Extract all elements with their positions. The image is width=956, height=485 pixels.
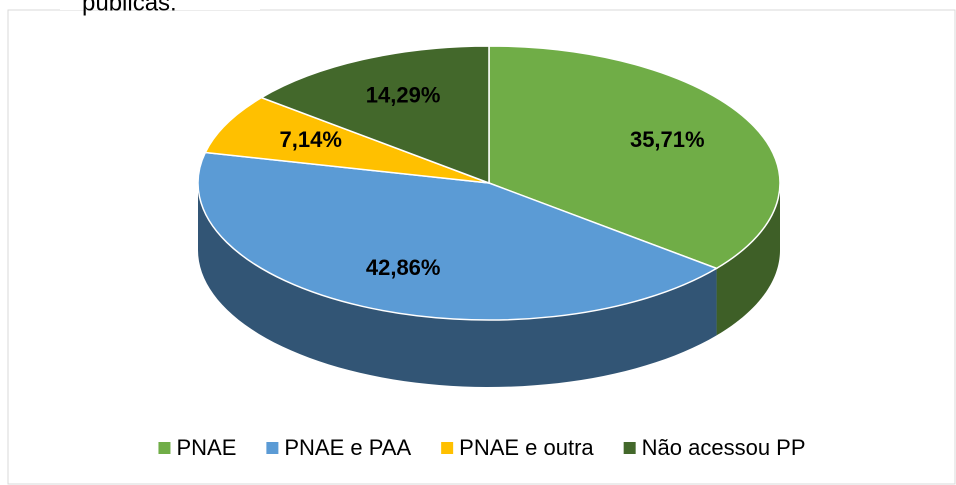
legend-label: Não acessou PP — [642, 435, 806, 460]
slice-side — [198, 183, 717, 387]
caption-mask — [60, 0, 260, 10]
data-label: 14,29% — [366, 82, 441, 107]
data-label: 35,71% — [630, 127, 705, 152]
data-label: 42,86% — [366, 255, 441, 280]
legend-swatch — [158, 442, 171, 454]
slice — [197, 151, 719, 321]
caption: públicas: — [82, 0, 177, 16]
slice — [488, 45, 781, 270]
slice — [259, 45, 490, 185]
legend-swatch — [266, 442, 279, 454]
slice — [204, 96, 490, 184]
data-label: 7,14% — [280, 127, 342, 152]
legend-swatch — [623, 442, 636, 454]
legend-label: PNAE e outra — [459, 435, 594, 460]
legend-swatch — [441, 442, 454, 454]
legend-label: PNAE e PAA — [284, 435, 411, 460]
legend-label: PNAE — [176, 435, 236, 460]
slice-side — [716, 183, 780, 336]
